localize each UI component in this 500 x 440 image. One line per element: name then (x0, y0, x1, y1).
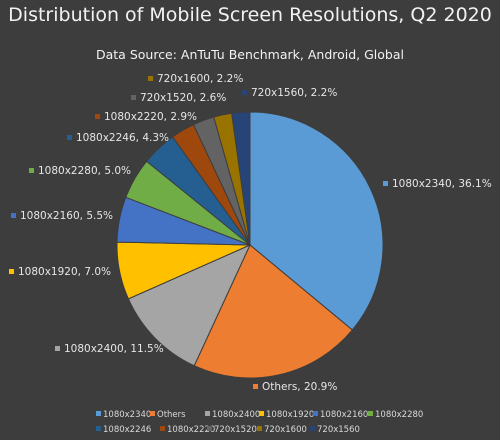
legend-swatch-720x1600 (257, 426, 262, 431)
data-label-1080x2400: 1080x2400, 11.5% (64, 343, 164, 355)
legend-swatch-others (150, 411, 155, 416)
legend: 1080x2340 Others 1080x2400 1080x1920 1080x21… (96, 410, 423, 435)
legend-swatch-1080x2400 (205, 411, 210, 416)
data-label-1080x2160: 1080x2160, 5.5% (20, 210, 113, 222)
pie-slice-1080x2400 (127, 244, 252, 367)
data-labels: 1080x2340, 36.1% Others, 20.9% 1080x2400, … (9, 73, 492, 393)
legend-item-1080x2280: 1080x2280 (375, 410, 423, 420)
pie-slices (116, 111, 384, 379)
legend-swatch-720x1520 (207, 426, 212, 431)
data-label-marker-1080x2220 (95, 114, 100, 119)
data-label-others: Others, 20.9% (262, 381, 337, 393)
data-label-marker-720x1560 (242, 90, 247, 95)
legend-item-720x1520: 720x1520 (214, 425, 257, 435)
legend-item-1080x2400: 1080x2400 (212, 410, 260, 420)
data-label-1080x1920: 1080x1920, 7.0% (18, 266, 111, 278)
data-label-marker-1080x2246 (67, 135, 72, 140)
chart-subtitle: Data Source: AnTuTu Benchmark, Android, … (96, 47, 404, 62)
data-label-1080x2246: 1080x2246, 4.3% (76, 132, 169, 144)
legend-swatch-720x1560 (310, 426, 315, 431)
data-label-marker-1080x2340 (383, 181, 388, 186)
legend-swatch-1080x1920 (259, 411, 264, 416)
pie-slice-720x1560 (231, 111, 251, 246)
legend-swatch-1080x2220 (160, 426, 165, 431)
legend-item-1080x2340: 1080x2340 (103, 410, 151, 420)
data-label-1080x2280: 1080x2280, 5.0% (38, 165, 131, 177)
pie-slice-1080x2340 (249, 111, 384, 331)
data-label-1080x2220: 1080x2220, 2.9% (104, 111, 197, 123)
legend-item-720x1600: 720x1600 (264, 425, 307, 435)
data-label-marker-720x1600 (148, 76, 153, 81)
data-label-720x1560: 720x1560, 2.2% (251, 87, 337, 99)
data-label-marker-1080x2280 (29, 168, 34, 173)
chart-title: Distribution of Mobile Screen Resolution… (8, 4, 492, 26)
data-label-marker-720x1520 (131, 95, 136, 100)
data-label-marker-1080x2400 (55, 346, 60, 351)
legend-item-720x1560: 720x1560 (317, 425, 360, 435)
data-label-720x1600: 720x1600, 2.2% (157, 73, 243, 85)
legend-swatch-1080x2280 (368, 411, 373, 416)
pie-slice-others (193, 244, 354, 379)
data-label-marker-others (253, 384, 258, 389)
data-label-1080x2340: 1080x2340, 36.1% (392, 178, 492, 190)
legend-item-others: Others (157, 410, 186, 420)
legend-item-1080x2246: 1080x2246 (103, 425, 151, 435)
data-label-marker-1080x1920 (9, 269, 14, 274)
legend-swatch-1080x2160 (313, 411, 318, 416)
legend-item-1080x2160: 1080x2160 (320, 410, 368, 420)
legend-item-1080x2220: 1080x2220 (167, 425, 215, 435)
legend-item-1080x1920: 1080x1920 (266, 410, 314, 420)
data-label-720x1520: 720x1520, 2.6% (140, 92, 226, 104)
data-label-marker-1080x2160 (11, 213, 16, 218)
legend-swatch-1080x2340 (96, 411, 101, 416)
legend-swatch-1080x2246 (96, 426, 101, 431)
